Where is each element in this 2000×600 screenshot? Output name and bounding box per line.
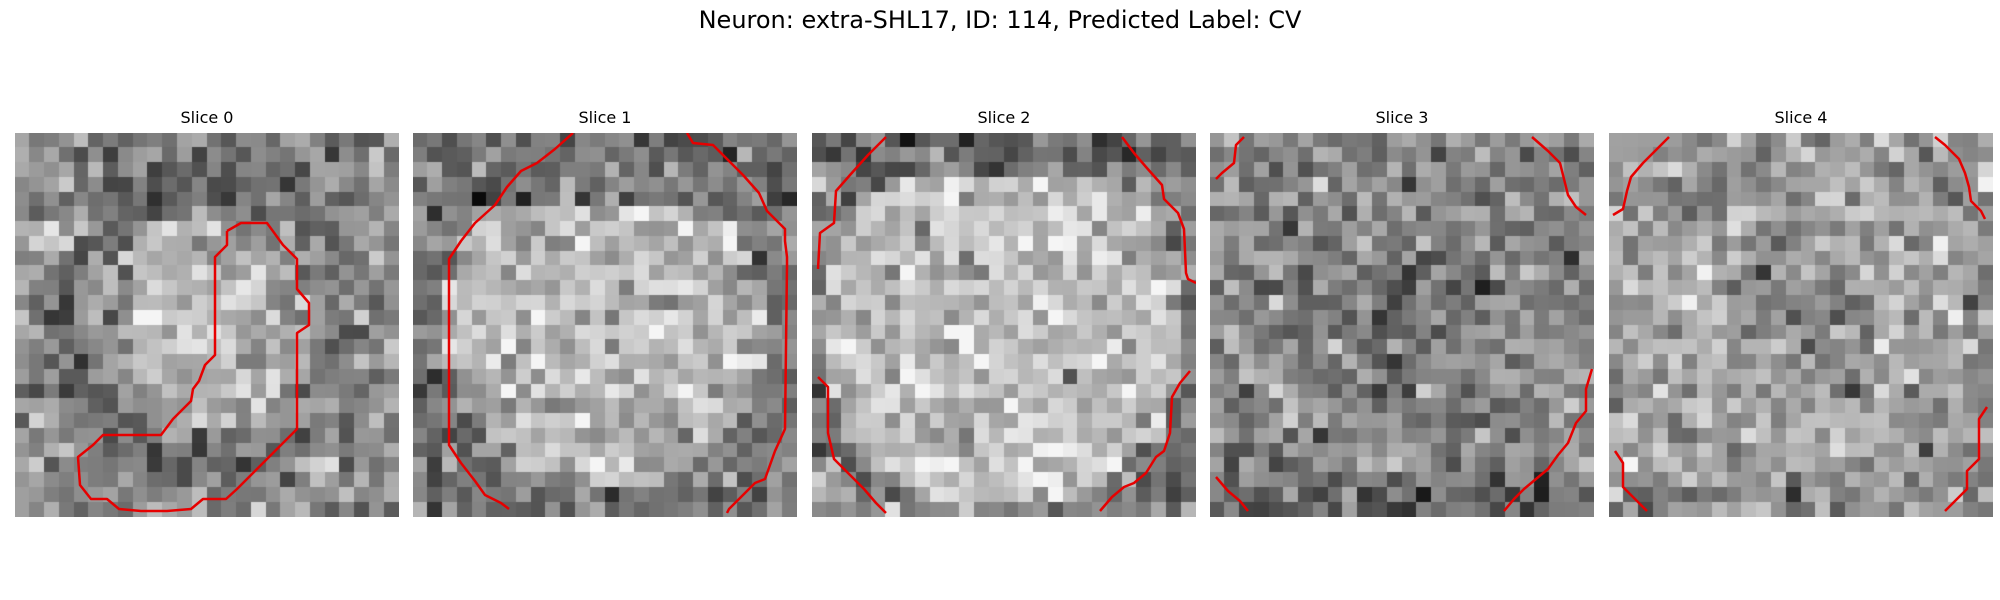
slice-title: Slice 2 [977, 108, 1031, 127]
slice-image [413, 133, 797, 517]
slice-title: Slice 3 [1375, 108, 1429, 127]
segmentation-contour [1215, 136, 1594, 512]
slice-title: Slice 4 [1774, 108, 1828, 127]
figure-title: Neuron: extra-SHL17, ID: 114, Predicted … [698, 6, 1302, 34]
segmentation-contour [76, 221, 311, 513]
slice-image [1210, 133, 1594, 517]
slice-title: Slice 0 [180, 108, 234, 127]
slice-image [812, 133, 1196, 517]
segmentation-contour [1612, 136, 1989, 512]
slice-title: Slice 1 [578, 108, 632, 127]
segmentation-contour [447, 133, 789, 514]
slice-image [15, 133, 399, 517]
segmentation-contour [816, 136, 1196, 514]
slice-image [1609, 133, 1993, 517]
